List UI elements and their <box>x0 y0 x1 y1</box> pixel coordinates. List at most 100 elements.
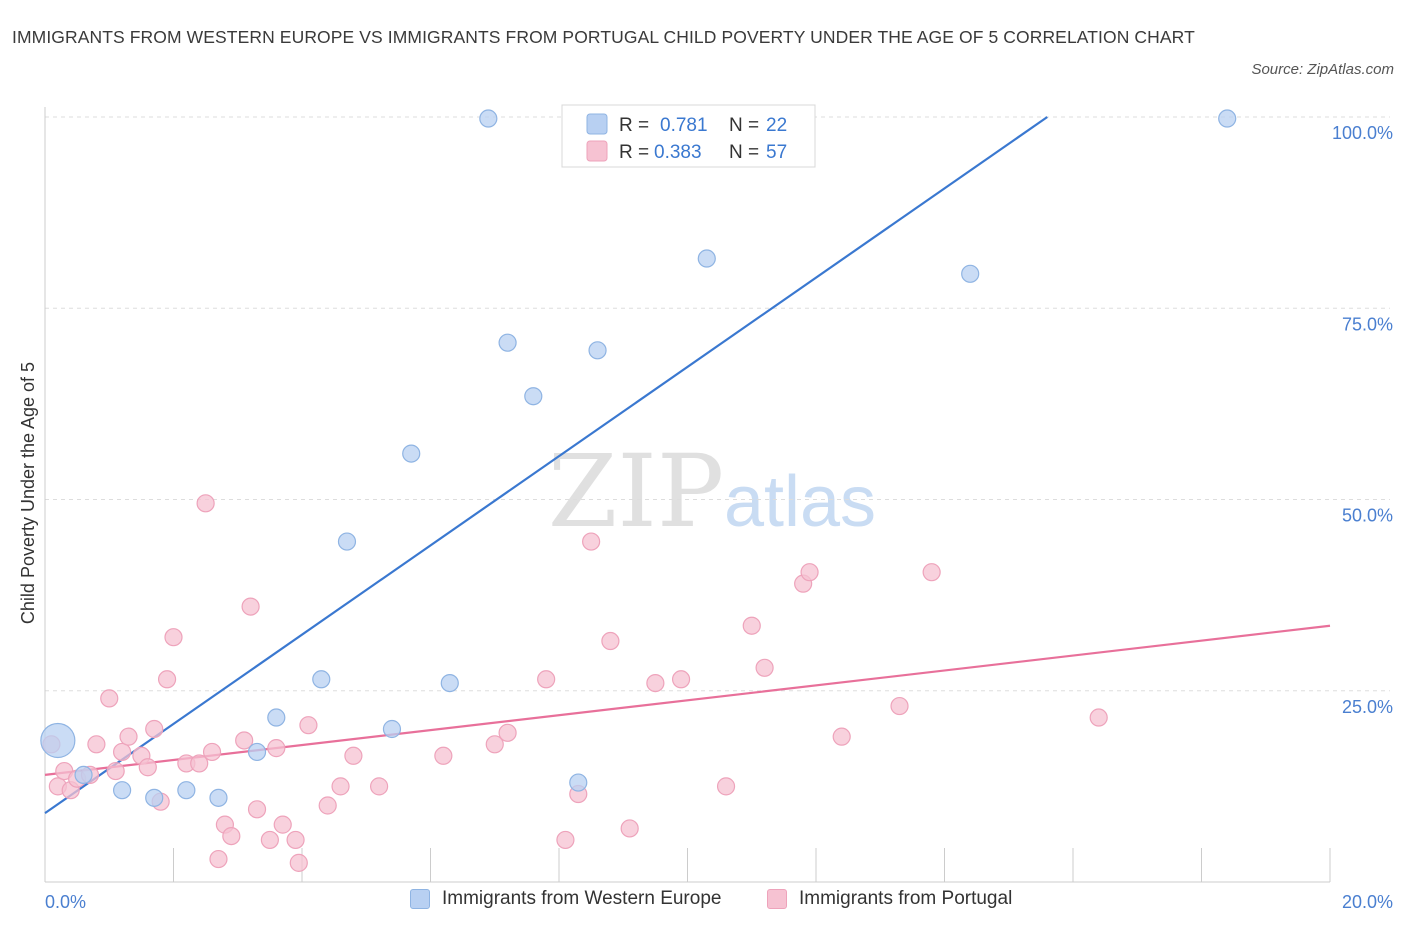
watermark-zip: ZIP <box>548 433 724 550</box>
data-point-western-europe <box>247 742 267 762</box>
data-point-portugal <box>87 735 106 754</box>
data-point-portugal <box>755 658 774 677</box>
data-point-portugal <box>145 719 164 739</box>
axes: 0.0% 20.0% <box>44 107 1393 912</box>
data-point-western-europe <box>382 719 402 739</box>
x-tick-label-min: 0.0% <box>45 892 86 912</box>
legend-swatch-western-europe <box>410 889 430 909</box>
data-point-western-europe <box>40 722 76 759</box>
y-tick-label: 25.0% <box>1342 697 1393 717</box>
data-point-portugal <box>260 830 279 850</box>
data-point-portugal <box>196 494 215 513</box>
legend-label-portugal: Immigrants from Portugal <box>799 888 1013 909</box>
legend-swatch-portugal <box>586 140 608 162</box>
legend-item-portugal: Immigrants from Portugal <box>767 888 1012 910</box>
data-point-portugal <box>434 746 453 765</box>
legend-swatch-western-europe <box>586 113 608 135</box>
data-point-portugal <box>620 819 639 838</box>
legend-r-value-2: 0.383 <box>654 142 702 163</box>
data-point-western-europe <box>112 781 132 800</box>
watermark: ZIP atlas <box>548 433 876 550</box>
data-point-portugal <box>202 742 222 762</box>
data-point-western-europe <box>1218 109 1237 128</box>
data-point-western-europe <box>267 708 286 727</box>
data-point-western-europe <box>74 765 93 785</box>
data-point-portugal <box>273 815 292 834</box>
data-point-portugal <box>299 716 318 735</box>
data-point-portugal <box>119 727 138 746</box>
trend-line-western-europe <box>44 116 1048 815</box>
legend-bottom: Immigrants from Western Europe Immigrant… <box>0 888 1406 916</box>
data-point-portugal <box>318 796 337 815</box>
legend-r-value-1: 0.781 <box>660 115 708 136</box>
data-point-portugal <box>241 597 260 616</box>
chart-title: IMMIGRANTS FROM WESTERN EUROPE VS IMMIGR… <box>12 27 1195 47</box>
data-point-western-europe <box>402 444 421 463</box>
data-point-western-europe <box>961 264 980 283</box>
y-axis-label: Child Poverty Under the Age of 5 <box>18 362 38 624</box>
legend-n-label-1: N = <box>729 115 759 136</box>
data-point-portugal <box>742 616 761 635</box>
y-tick-label: 50.0% <box>1342 506 1393 526</box>
data-point-western-europe <box>479 109 498 128</box>
data-point-western-europe <box>588 341 607 360</box>
data-point-portugal <box>190 754 209 773</box>
data-point-portugal <box>222 826 241 846</box>
data-point-portugal <box>601 631 620 651</box>
data-point-portugal <box>157 670 177 689</box>
data-point-western-europe <box>337 532 357 551</box>
data-point-western-europe <box>209 788 228 807</box>
legend-r-label-1: R = <box>619 115 649 136</box>
data-point-western-europe <box>440 673 459 693</box>
data-point-portugal <box>106 761 125 781</box>
data-point-portugal <box>370 777 389 796</box>
trend-line-portugal <box>44 624 1331 776</box>
y-tick-label: 75.0% <box>1342 314 1393 334</box>
legend-n-value-1: 22 <box>766 115 787 136</box>
watermark-atlas: atlas <box>724 462 876 542</box>
legend-item-western-europe: Immigrants from Western Europe <box>410 888 721 910</box>
data-point-portugal <box>671 670 691 689</box>
data-point-portugal <box>100 689 119 708</box>
legend-r-label-2: R = <box>619 142 649 163</box>
data-point-portugal <box>138 758 157 777</box>
data-point-western-europe <box>569 773 588 792</box>
data-point-portugal <box>209 849 228 869</box>
data-point-portugal <box>537 670 556 689</box>
data-point-portugal <box>485 735 504 754</box>
data-point-portugal <box>922 563 941 582</box>
legend-n-value-2: 57 <box>766 142 787 163</box>
chart-source: Source: ZipAtlas.com <box>1251 61 1394 78</box>
legend-top: R = 0.781 N = 22 R = 0.383 N = 57 <box>561 104 816 168</box>
data-point-portugal <box>235 731 254 750</box>
data-point-western-europe <box>177 781 196 800</box>
data-point-western-europe <box>145 788 164 807</box>
data-point-portugal <box>800 563 819 582</box>
data-point-western-europe <box>697 249 716 268</box>
data-point-western-europe <box>498 333 517 352</box>
legend-n-label-2: N = <box>729 142 759 163</box>
data-point-portugal <box>646 673 665 693</box>
data-point-western-europe <box>524 387 543 406</box>
data-point-portugal <box>890 696 909 716</box>
data-point-portugal <box>247 800 267 819</box>
data-point-portugal <box>1089 708 1108 727</box>
data-point-portugal <box>716 777 736 796</box>
x-tick-label-max: 20.0% <box>1342 892 1393 912</box>
data-point-portugal <box>112 742 132 762</box>
data-point-portugal <box>286 830 305 850</box>
data-point-portugal <box>331 777 350 796</box>
data-point-western-europe <box>312 670 331 689</box>
data-point-portugal <box>582 532 601 551</box>
data-point-portugal <box>164 628 183 647</box>
data-point-portugal <box>556 830 575 850</box>
data-point-portugal <box>832 727 851 746</box>
y-tick-label: 100.0% <box>1332 123 1393 143</box>
data-point-portugal <box>498 723 517 742</box>
data-point-portugal <box>344 746 363 765</box>
legend-label-western-europe: Immigrants from Western Europe <box>442 888 722 909</box>
data-point-portugal <box>289 853 308 872</box>
data-point-portugal <box>267 739 286 758</box>
grid: 25.0% 50.0% 75.0% 100.0% <box>45 116 1393 717</box>
